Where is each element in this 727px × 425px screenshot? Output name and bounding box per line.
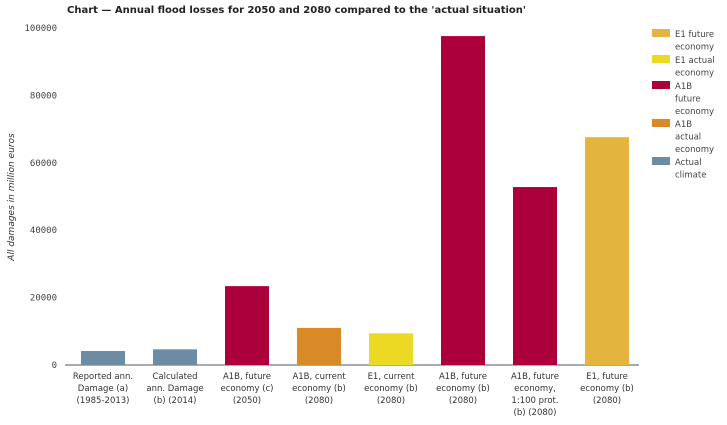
legend-item[interactable]: E1 actual economy: [652, 55, 715, 79]
x-tick-label: E1, current economy (b) (2080): [364, 372, 418, 406]
bar[interactable]: [585, 137, 629, 365]
x-tick-label: Calculated ann. Damage (b) (2014): [146, 372, 203, 406]
bar[interactable]: [369, 333, 413, 365]
y-axis-label: All damages in million euros: [7, 133, 17, 262]
legend-label: E1 actual economy: [675, 56, 715, 79]
bar[interactable]: [513, 187, 557, 365]
legend-label: A1B actual economy: [675, 120, 714, 155]
legend-item[interactable]: Actual climate: [652, 157, 706, 181]
y-tick-label: 80000: [30, 91, 57, 101]
legend: E1 future economy E1 actual economy A1B futur…: [652, 29, 715, 181]
bar[interactable]: [153, 349, 197, 365]
x-tick-label: E1, future economy (b) (2080): [580, 372, 634, 406]
x-tick-label: A1B, future economy, 1:100 prot. (b) (2080): [511, 372, 559, 418]
legend-label: E1 future economy: [675, 30, 714, 53]
legend-swatch: [652, 29, 670, 37]
y-tick-label: 100000: [24, 24, 57, 34]
y-axis-ticks: 0 20000 40000 60000 80000 100000: [24, 24, 57, 371]
category-labels: Reported ann. Damage (a) (1985-2013) Calcul…: [73, 372, 634, 418]
x-tick-label: Reported ann. Damage (a) (1985-2013): [73, 372, 133, 406]
x-tick-label: A1B, future economy (c) (2050): [220, 372, 273, 406]
y-tick-label: 40000: [30, 226, 57, 236]
legend-swatch: [652, 81, 670, 89]
y-tick-label: 60000: [30, 159, 57, 169]
legend-swatch: [652, 119, 670, 127]
bar[interactable]: [297, 327, 341, 365]
x-tick-label: A1B, current economy (b) (2080): [292, 372, 346, 406]
chart-title: Chart — Annual flood losses for 2050 and…: [67, 5, 526, 16]
bars: [81, 36, 629, 365]
x-tick-label: A1B, future economy (b) (2080): [436, 372, 490, 406]
legend-label: Actual climate: [675, 158, 706, 181]
legend-swatch: [652, 157, 670, 165]
y-tick-label: 0: [52, 361, 57, 371]
legend-item[interactable]: A1B future economy: [652, 81, 714, 117]
bar[interactable]: [81, 351, 125, 365]
legend-swatch: [652, 55, 670, 63]
legend-label: A1B future economy: [675, 82, 714, 117]
y-tick-label: 20000: [30, 294, 57, 304]
legend-item[interactable]: A1B actual economy: [652, 119, 714, 155]
bar[interactable]: [441, 36, 485, 365]
bar[interactable]: [225, 286, 269, 365]
legend-item[interactable]: E1 future economy: [652, 29, 714, 53]
